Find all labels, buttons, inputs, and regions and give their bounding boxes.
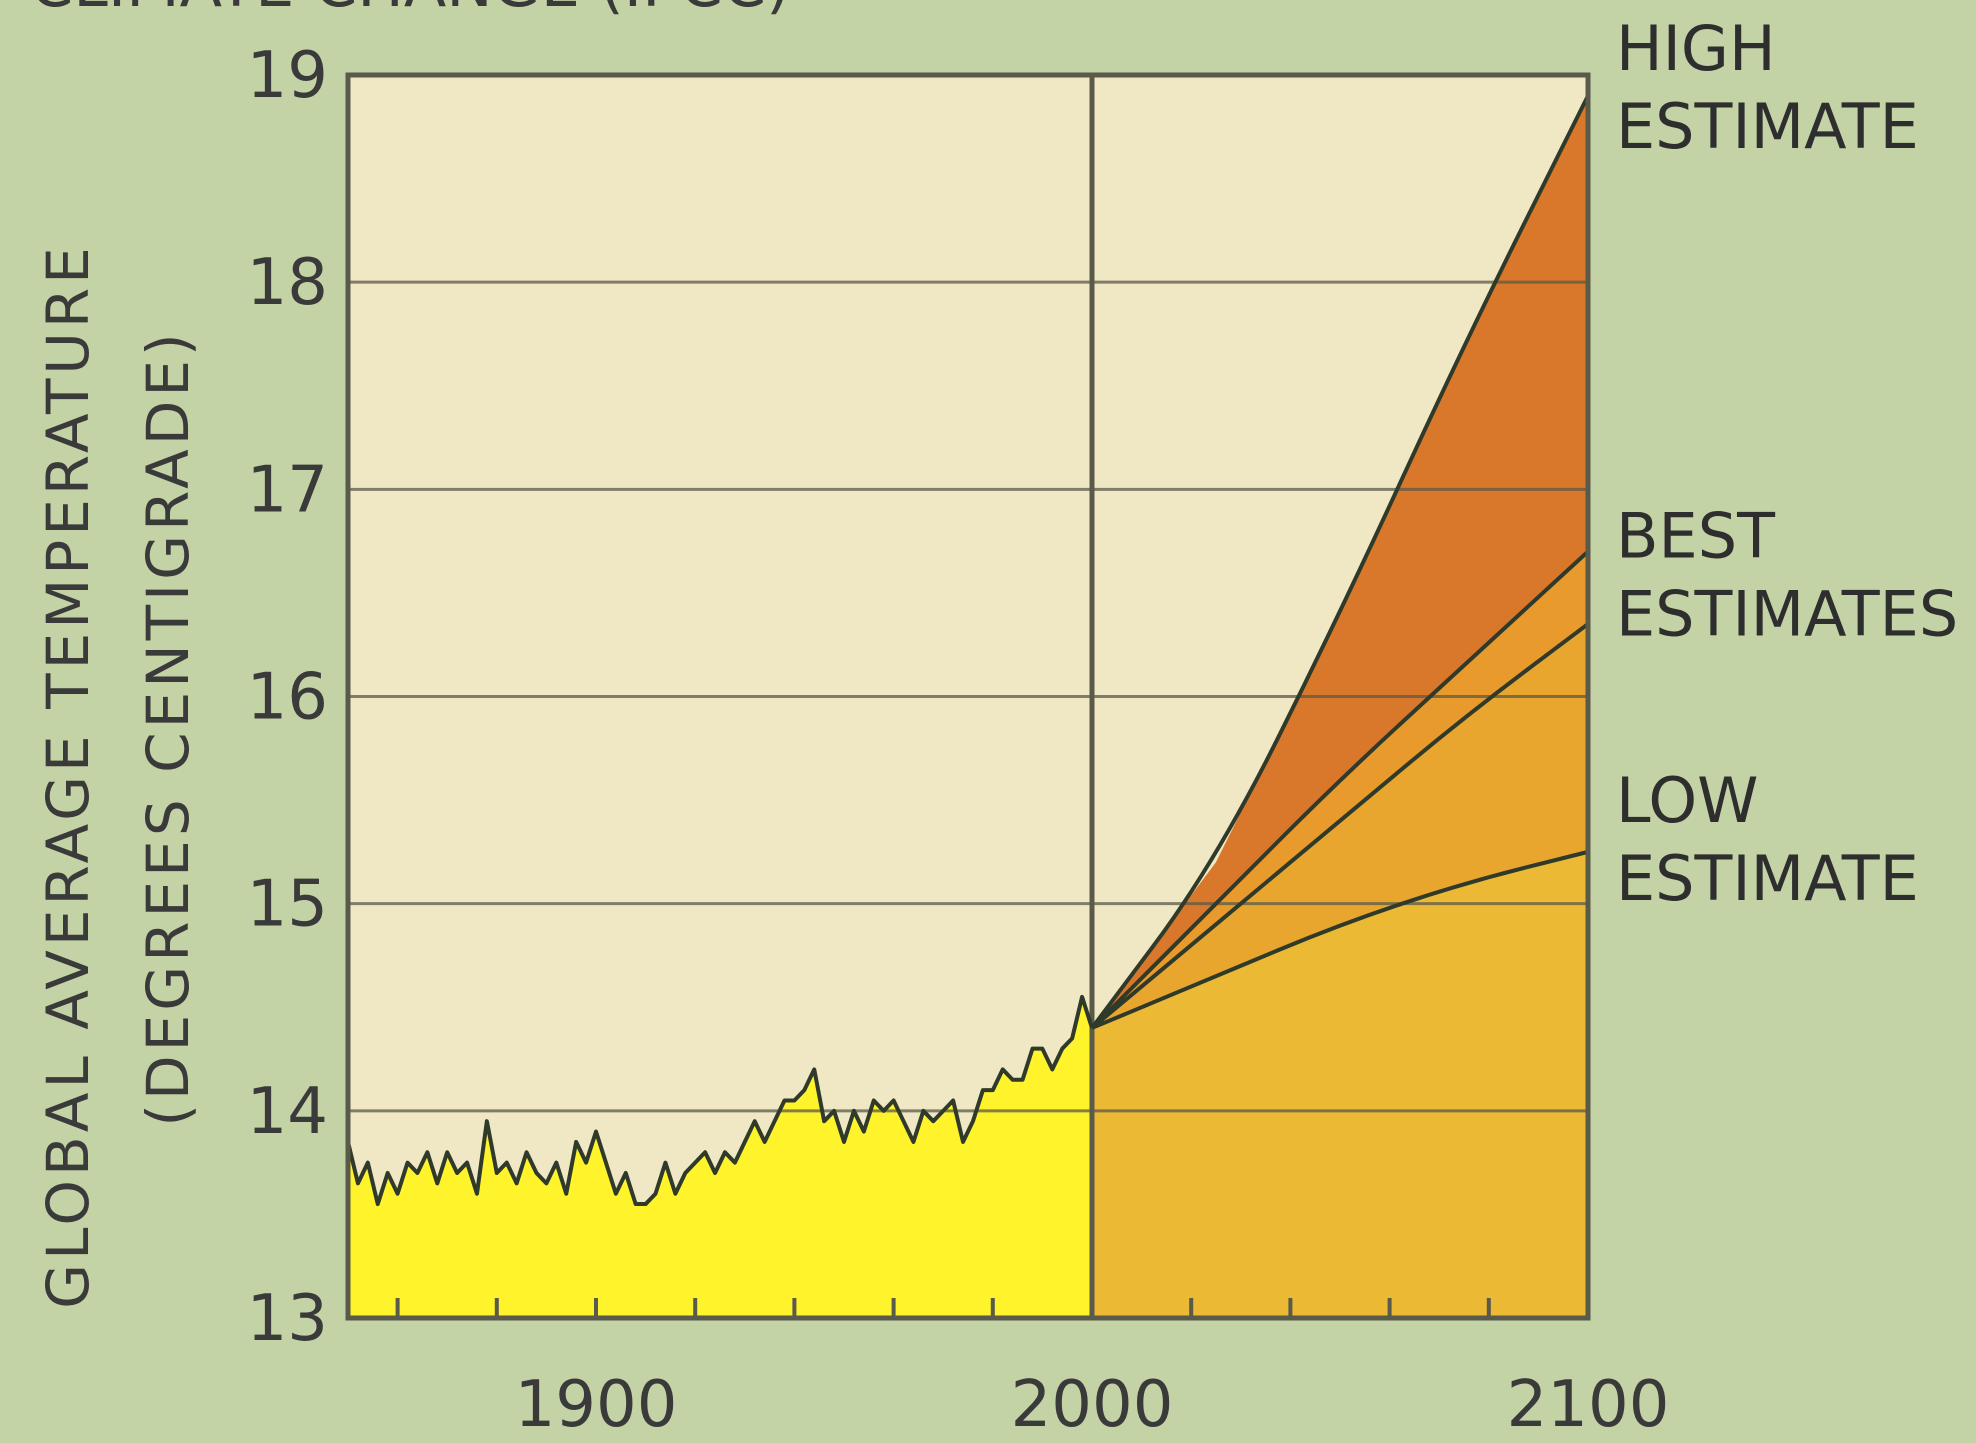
y-tick-label-16: 16 (247, 661, 328, 735)
tick-labels: 13 14 15 16 17 18 19 1900 2000 2100 (247, 39, 1670, 1442)
annotation-low-estimate-line-2: ESTIMATE (1616, 842, 1919, 915)
y-axis-subtitle-group: (DEGREES CENTIGRADE) (134, 329, 202, 1126)
y-tick-label-13: 13 (247, 1282, 328, 1356)
projection-line-2 (1090, 550, 1590, 1030)
projection-band-2 (1092, 551, 1588, 1028)
projection-line-1 (1090, 94, 1590, 1030)
y-axis-subtitle: (DEGREES CENTIGRADE) (134, 329, 202, 1126)
series-lines (346, 94, 1590, 1207)
x-tick-label-1900: 1900 (515, 1368, 678, 1442)
y-tick-label-14: 14 (247, 1075, 328, 1149)
axes (345, 72, 1591, 1321)
y-tick-label-17: 17 (247, 453, 328, 527)
annotation-high-estimate-line-2: ESTIMATE (1616, 90, 1919, 163)
observed-area (348, 996, 1092, 1318)
projection-band-1 (1092, 95, 1588, 1028)
y-axis-title: GLOBAL AVERAGE TEMPERATURE (34, 243, 102, 1309)
area-fills (348, 95, 1588, 1318)
x-tick-label-2000: 2000 (1011, 1368, 1174, 1442)
x-tick-label-2100: 2100 (1507, 1368, 1670, 1442)
annotation-best-estimates-line-1: BEST (1616, 500, 1776, 573)
y-tick-label-18: 18 (247, 246, 328, 320)
observed-line (346, 994, 1094, 1207)
y-tick-label-15: 15 (247, 868, 328, 942)
annotation-best-estimates-line-2: ESTIMATES (1616, 578, 1958, 651)
y-axis-title-group: GLOBAL AVERAGE TEMPERATURE (34, 243, 102, 1309)
annotation-low-estimate-line-1: LOW (1616, 764, 1758, 837)
projection-line-3 (1090, 622, 1590, 1030)
chart-header: CLIMATE CHANGE (IPCC) (30, 0, 790, 21)
projection-line-4 (1091, 849, 1589, 1030)
plot-frame (345, 72, 1591, 1321)
gridlines (348, 75, 1588, 1318)
y-tick-label-19: 19 (247, 39, 328, 113)
annotation-high-estimate-line-1: HIGH (1616, 12, 1776, 85)
